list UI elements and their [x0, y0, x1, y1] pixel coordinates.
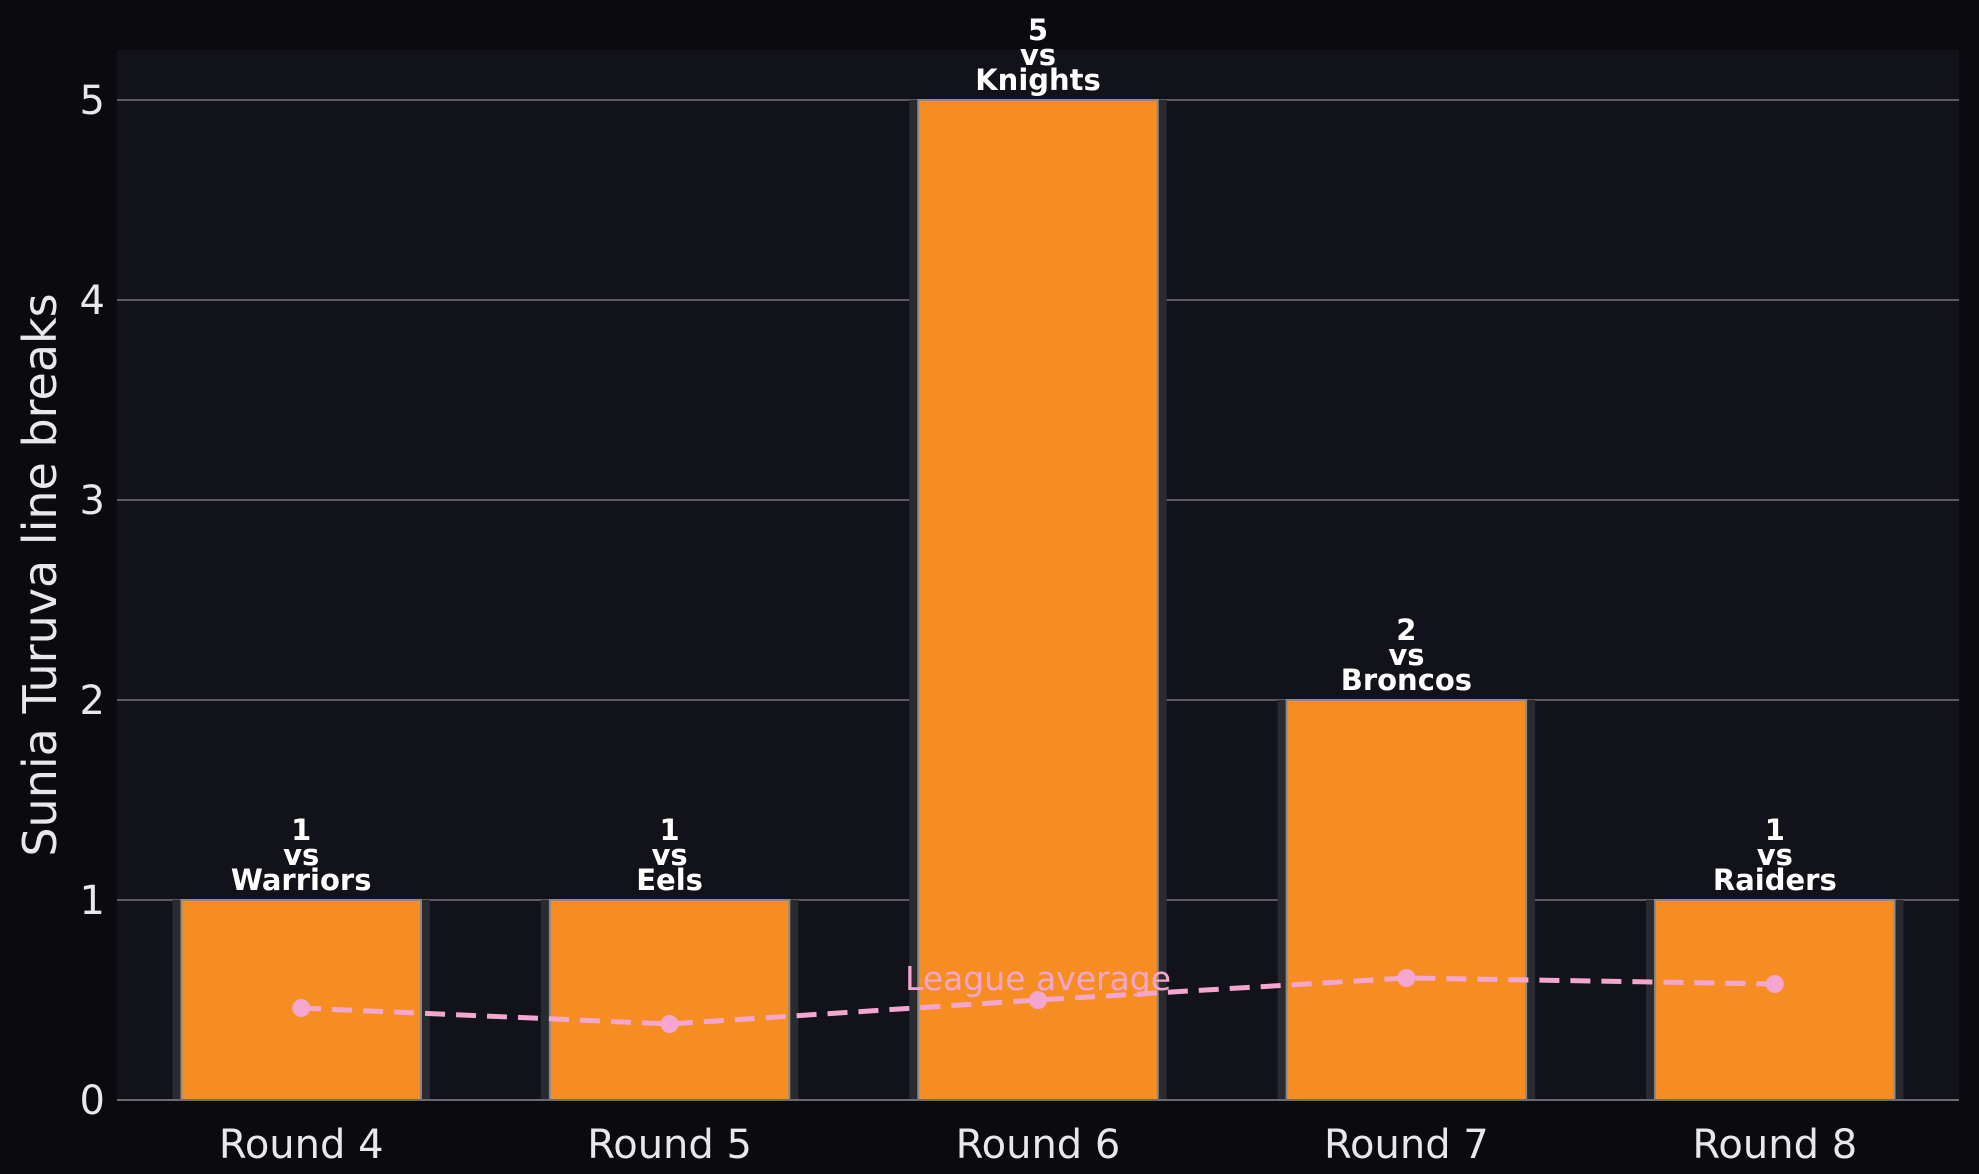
average-point	[1397, 969, 1416, 987]
bar-opponent-label: Raiders	[1713, 863, 1837, 897]
y-tick-label: 5	[80, 78, 105, 124]
y-tick-label: 0	[80, 1078, 105, 1124]
y-tick-label: 4	[80, 278, 105, 324]
average-point	[1029, 991, 1047, 1009]
y-tick-label: 1	[80, 878, 105, 924]
y-axis-label: Sunia Turuva line breaks	[13, 293, 67, 856]
bar-opponent-label: Warriors	[231, 863, 372, 897]
average-point	[1765, 975, 1784, 993]
bar-value-label: 2	[1396, 613, 1416, 647]
league-average-label: League average	[905, 959, 1171, 998]
bar-value-label: 1	[1765, 813, 1785, 847]
bar-vs-label: vs	[652, 838, 688, 872]
bar-value-label: 1	[291, 813, 311, 847]
bar-vs-label: vs	[283, 838, 319, 872]
bar-opponent-label: Eels	[636, 863, 703, 897]
bar-opponent-label: Broncos	[1341, 663, 1472, 697]
x-tick-label: Round 5	[587, 1122, 752, 1168]
x-tick-label: Round 8	[1692, 1122, 1857, 1168]
bar	[1654, 899, 1896, 1101]
bar	[548, 899, 791, 1101]
bar-value-label: 1	[660, 813, 680, 847]
bar-opponent-label: Knights	[975, 63, 1101, 97]
average-point	[292, 999, 311, 1017]
x-tick-label: Round 4	[219, 1122, 384, 1168]
x-tick-label: Round 6	[956, 1122, 1121, 1168]
bar-value-label: 5	[1028, 13, 1048, 47]
bar-labels: 1vsWarriors1vsEels5vsKnights2vsBroncos1v…	[231, 13, 1837, 897]
bar-vs-label: vs	[1020, 38, 1056, 72]
bar	[917, 99, 1159, 1101]
y-tick-label: 2	[80, 678, 105, 724]
bar-vs-label: vs	[1757, 838, 1793, 872]
x-tick-label: Round 7	[1324, 1122, 1489, 1168]
axes: 0 1 2 3 4 5 Round 4 Round 5 Round 6 Round 7 Round …	[80, 78, 1959, 1168]
league-average-line	[292, 969, 1784, 1033]
average-point	[660, 1015, 679, 1033]
y-tick-label: 3	[80, 478, 105, 524]
bar	[1285, 699, 1528, 1101]
bar-vs-label: vs	[1388, 638, 1424, 672]
